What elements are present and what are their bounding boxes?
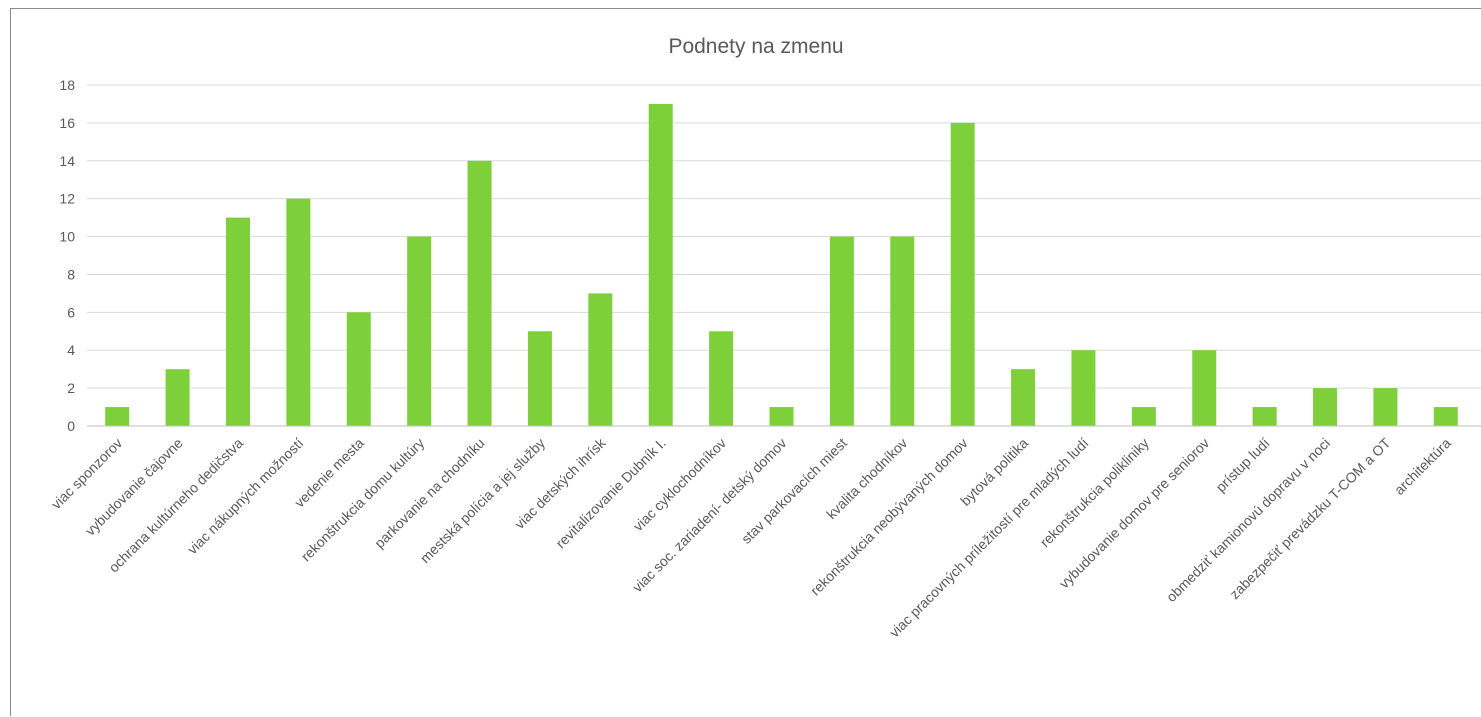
bar — [588, 293, 613, 426]
y-tick-label: 16 — [59, 115, 75, 131]
bar-series — [105, 103, 1458, 426]
bar — [407, 236, 432, 426]
bar — [648, 103, 673, 426]
x-category-label: parkovanie na chodníku — [371, 435, 487, 551]
bar — [1373, 388, 1398, 426]
bar — [1011, 369, 1036, 426]
x-category-label: stav parkovacích miest — [738, 435, 850, 547]
bar — [286, 198, 311, 426]
x-category-label: architektúra — [1391, 435, 1454, 498]
bar — [1192, 350, 1217, 426]
bar — [1313, 388, 1338, 426]
y-tick-label: 6 — [67, 304, 75, 320]
bar — [225, 217, 250, 426]
x-category-label: mestská polícia a jej služby — [417, 435, 548, 566]
chart-title: Podnety na zmenu — [668, 35, 843, 58]
x-category-label: viac nákupných možností — [184, 435, 307, 558]
y-tick-label: 0 — [67, 418, 75, 434]
y-tick-label: 8 — [67, 266, 75, 282]
y-tick-label: 12 — [59, 191, 75, 207]
chart-area: Podnety na zmenu 0 2 4 6 8 10 12 14 16 18 viac sp… — [10, 8, 1481, 716]
x-category-label: rekonštrukcia polikliniky — [1037, 435, 1152, 550]
x-category-label: revitalizovanie Dubník I. — [552, 435, 668, 551]
chart-svg: Podnety na zmenu 0 2 4 6 8 10 12 14 16 18 viac sp… — [48, 35, 1481, 640]
bar — [890, 236, 915, 426]
y-tick-label: 2 — [67, 380, 75, 396]
bar — [527, 331, 552, 426]
y-tick-label: 4 — [67, 342, 75, 358]
bar — [105, 407, 130, 426]
y-tick-label: 10 — [59, 229, 75, 245]
bar — [165, 369, 190, 426]
bar — [769, 407, 794, 426]
bar — [709, 331, 734, 426]
bar — [1071, 350, 1096, 426]
x-category-label: prístup ludí — [1212, 435, 1272, 495]
bar — [467, 160, 492, 426]
bar — [1433, 407, 1458, 426]
gridlines — [87, 84, 1481, 389]
bar — [1131, 407, 1156, 426]
bar — [346, 312, 371, 426]
bar — [829, 236, 854, 426]
y-tick-label: 14 — [59, 153, 75, 169]
bar — [1252, 407, 1277, 426]
x-category-label: rekonštrukcia domu kultúry — [298, 435, 428, 565]
bar — [950, 122, 975, 426]
y-tick-label: 18 — [59, 77, 75, 93]
y-axis-ticks: 0 2 4 6 8 10 12 14 16 18 — [59, 77, 75, 434]
